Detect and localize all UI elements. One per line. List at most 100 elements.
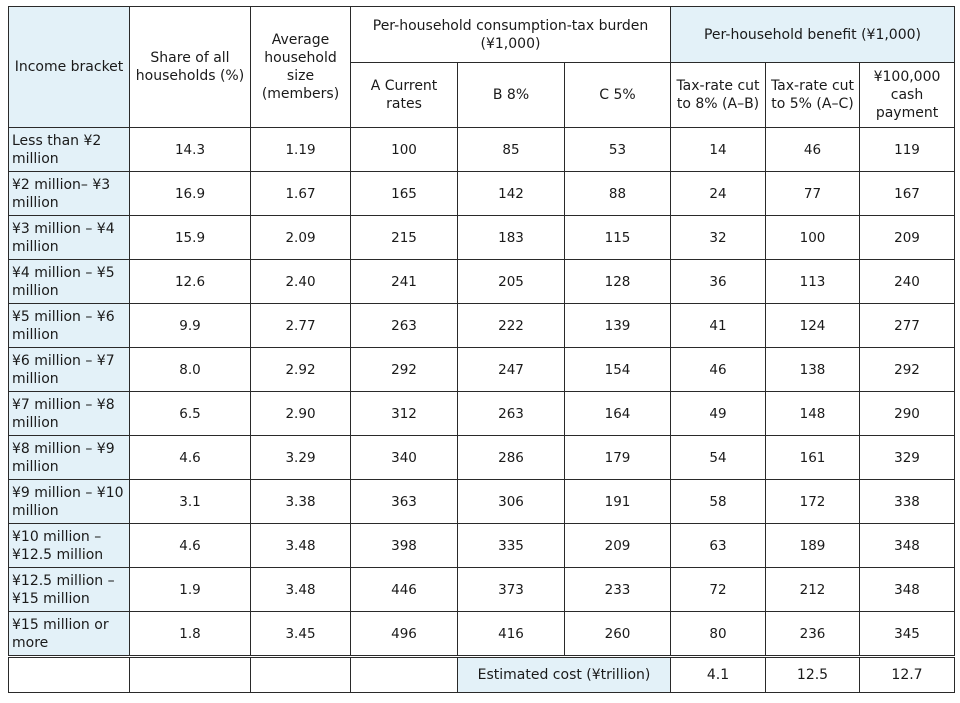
cell-c: 191 [564,479,671,524]
cell-share: 4.6 [129,435,251,480]
cell-cut8: 46 [670,347,766,392]
header-col-c: C 5% [564,62,671,128]
cell-size: 2.09 [250,215,351,260]
cell-cut5: 148 [765,391,860,436]
table-row: Less than ¥2 million 14.3 1.19 100 85 53 14 46 1… [8,127,955,172]
income-bracket-cell: ¥15 million or more [8,611,130,657]
cell-cash: 240 [859,259,955,304]
header-income-bracket: Income bracket [8,6,130,128]
cell-cash: 167 [859,171,955,216]
summary-empty-cell [129,655,251,693]
cell-c: 179 [564,435,671,480]
table-row: ¥6 million – ¥7 million 8.0 2.92 292 247 154 4… [8,347,955,392]
cell-size: 3.29 [250,435,351,480]
header-col-b: B 8% [457,62,565,128]
summary-empty-cell [8,655,130,693]
cell-b: 183 [457,215,565,260]
header-share: Share of all households (%) [129,6,251,128]
cell-c: 164 [564,391,671,436]
cell-cut8: 80 [670,611,766,657]
cell-c: 139 [564,303,671,348]
table-row: ¥12.5 million – ¥15 million 1.9 3.48 446 373… [8,567,955,612]
cell-cut8: 32 [670,215,766,260]
cell-a: 340 [350,435,458,480]
cell-a: 292 [350,347,458,392]
cell-c: 128 [564,259,671,304]
cell-size: 1.19 [250,127,351,172]
cell-cut8: 49 [670,391,766,436]
cell-a: 446 [350,567,458,612]
cell-a: 363 [350,479,458,524]
cell-a: 398 [350,523,458,568]
cell-cut5: 113 [765,259,860,304]
cell-cash: 329 [859,435,955,480]
cell-b: 306 [457,479,565,524]
income-bracket-cell: ¥9 million – ¥10 million [8,479,130,524]
cell-share: 1.9 [129,567,251,612]
cell-b: 263 [457,391,565,436]
summary-cut8: 4.1 [670,655,766,693]
cell-b: 416 [457,611,565,657]
income-bracket-cell: Less than ¥2 million [8,127,130,172]
cell-b: 373 [457,567,565,612]
cell-cut5: 100 [765,215,860,260]
income-bracket-cell: ¥12.5 million – ¥15 million [8,567,130,612]
cell-share: 6.5 [129,391,251,436]
cell-cut5: 236 [765,611,860,657]
header-col-cash: ¥100,000 cash payment [859,62,955,128]
cell-cut5: 189 [765,523,860,568]
summary-cash: 12.7 [859,655,955,693]
summary-cut5: 12.5 [765,655,860,693]
cell-c: 53 [564,127,671,172]
cell-share: 8.0 [129,347,251,392]
cell-cut5: 124 [765,303,860,348]
table-row: ¥2 million– ¥3 million 16.9 1.67 165 142 88 24… [8,171,955,216]
table-row: ¥8 million – ¥9 million 4.6 3.29 340 286 179 5… [8,435,955,480]
cell-cut8: 24 [670,171,766,216]
cell-a: 165 [350,171,458,216]
table-row: ¥10 million – ¥12.5 million 4.6 3.48 398 335… [8,523,955,568]
cell-a: 100 [350,127,458,172]
header-burden-group: Per-household consumption-tax burden (¥1… [350,6,671,63]
cell-a: 496 [350,611,458,657]
table-row: ¥5 million – ¥6 million 9.9 2.77 263 222 139 4… [8,303,955,348]
income-bracket-cell: ¥4 million – ¥5 million [8,259,130,304]
consumption-tax-table: Income bracket Share of all households (… [8,6,955,693]
cell-share: 16.9 [129,171,251,216]
cell-share: 1.8 [129,611,251,657]
cell-size: 2.90 [250,391,351,436]
header-col-cut8: Tax-rate cut to 8% (A–B) [670,62,766,128]
table-row: ¥7 million – ¥8 million 6.5 2.90 312 263 164 4… [8,391,955,436]
cell-share: 14.3 [129,127,251,172]
table-row: ¥9 million – ¥10 million 3.1 3.38 363 306 191… [8,479,955,524]
summary-row: Estimated cost (¥trillion) 4.1 12.5 12.7 [8,655,955,693]
cell-a: 215 [350,215,458,260]
cell-cut8: 63 [670,523,766,568]
summary-empty-cell [350,655,458,693]
header-benefit-group: Per-household benefit (¥1,000) [670,6,955,63]
cell-cut8: 36 [670,259,766,304]
cell-cut8: 58 [670,479,766,524]
cell-size: 1.67 [250,171,351,216]
cell-c: 233 [564,567,671,612]
income-bracket-cell: ¥2 million– ¥3 million [8,171,130,216]
cell-share: 12.6 [129,259,251,304]
cell-b: 222 [457,303,565,348]
header-col-a: A Current rates [350,62,458,128]
cell-cut8: 72 [670,567,766,612]
cell-cash: 348 [859,567,955,612]
cell-cash: 277 [859,303,955,348]
cell-cut8: 14 [670,127,766,172]
cell-c: 209 [564,523,671,568]
table-row: ¥4 million – ¥5 million 12.6 2.40 241 205 128… [8,259,955,304]
cell-a: 241 [350,259,458,304]
cell-size: 2.40 [250,259,351,304]
cell-b: 142 [457,171,565,216]
summary-label: Estimated cost (¥trillion) [457,655,671,693]
cell-size: 3.48 [250,523,351,568]
cell-c: 115 [564,215,671,260]
cell-share: 15.9 [129,215,251,260]
cell-b: 247 [457,347,565,392]
cell-size: 2.92 [250,347,351,392]
header-avg-size: Average household size (members) [250,6,351,128]
